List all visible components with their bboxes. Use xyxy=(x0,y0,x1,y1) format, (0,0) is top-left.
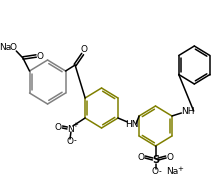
Text: O: O xyxy=(36,52,43,60)
Text: O: O xyxy=(138,153,145,161)
Text: S: S xyxy=(152,155,159,165)
Text: O: O xyxy=(10,42,17,52)
Text: HN: HN xyxy=(125,119,139,129)
Text: N: N xyxy=(68,124,74,134)
Text: O: O xyxy=(80,46,87,54)
Text: +: + xyxy=(73,122,79,128)
Text: +: + xyxy=(177,166,183,172)
Text: -: - xyxy=(159,168,162,177)
Text: O: O xyxy=(54,123,61,132)
Text: Na: Na xyxy=(0,42,11,52)
Text: O: O xyxy=(166,153,173,161)
Text: O: O xyxy=(151,168,158,177)
Text: O: O xyxy=(66,137,73,145)
Text: -: - xyxy=(73,137,76,145)
Text: NH: NH xyxy=(181,107,195,116)
Text: Na: Na xyxy=(166,168,179,177)
